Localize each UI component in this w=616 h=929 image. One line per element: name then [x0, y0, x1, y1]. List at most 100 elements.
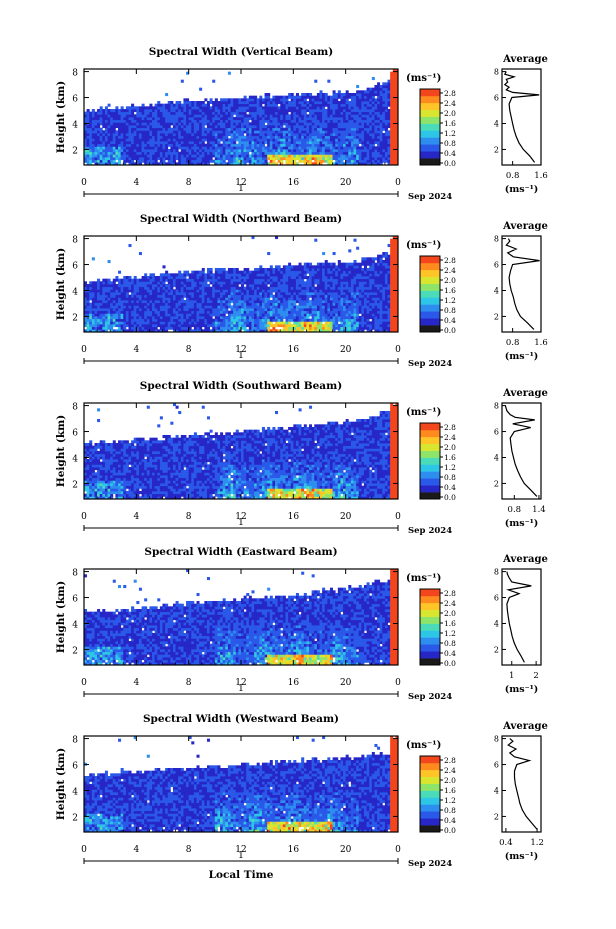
heatmap-cell: [337, 146, 341, 150]
heatmap-cell: [392, 85, 396, 89]
heatmap-cell: [217, 141, 221, 145]
heatmap-cell: [243, 313, 247, 317]
heatmap-cell: [280, 292, 284, 296]
heatmap-cell: [384, 151, 388, 155]
heatmap-cell: [288, 133, 292, 137]
heatmap-cell: [191, 284, 195, 288]
heatmap-cell: [131, 308, 135, 312]
heatmap-cell: [144, 143, 148, 147]
heatmap-cell: [144, 300, 148, 304]
x-tick-label: 12: [235, 178, 246, 188]
heatmap-cell: [209, 305, 213, 309]
heatmap-cell: [295, 157, 299, 161]
heatmap-cell: [290, 326, 294, 330]
heatmap-cell: [118, 310, 122, 314]
heatmap-cell: [345, 90, 349, 94]
heatmap-cell: [183, 117, 187, 121]
heatmap-cell: [259, 308, 263, 312]
heatmap-cell: [248, 329, 252, 333]
heatmap-cell: [387, 122, 391, 126]
heatmap-cell: [329, 141, 333, 145]
heatmap-cell: [269, 138, 273, 142]
heatmap-cell: [120, 109, 124, 113]
heatmap-cell: [303, 289, 307, 293]
x-tick-label: 0: [81, 178, 87, 188]
heatmap-cell: [233, 130, 237, 134]
heatmap-cell: [377, 82, 381, 86]
heatmap-cell: [180, 294, 184, 298]
heatmap-cell: [322, 157, 326, 161]
heatmap-cell: [295, 135, 299, 139]
heatmap-cell: [152, 318, 156, 322]
heatmap-cell: [303, 316, 307, 320]
heatmap-cell: [118, 305, 122, 309]
heatmap-cell: [227, 106, 231, 110]
heatmap-cell: [128, 146, 132, 150]
heatmap-cell: [220, 122, 224, 126]
heatmap-cell: [128, 149, 132, 153]
heatmap-cell: [295, 324, 299, 328]
heatmap-cell: [254, 106, 258, 110]
heatmap-cell: [125, 117, 129, 121]
heatmap-cell: [206, 143, 210, 147]
heatmap-cell: [358, 146, 362, 150]
heatmap-cell: [264, 294, 268, 298]
heatmap-cell: [159, 292, 163, 296]
heatmap-cell: [180, 135, 184, 139]
heatmap-cell: [97, 162, 101, 166]
heatmap-cell: [162, 318, 166, 322]
heatmap-cell: [183, 305, 187, 309]
heatmap-cell: [306, 329, 310, 333]
heatmap-cell: [128, 133, 132, 137]
heatmap-cell: [353, 138, 357, 142]
heatmap-cell: [118, 321, 122, 325]
heatmap-cell: [120, 138, 124, 142]
heatmap-cell: [152, 278, 156, 282]
heatmap-cell: [220, 321, 224, 325]
heatmap-cell: [243, 286, 247, 290]
heatmap-cell: [248, 103, 252, 107]
heatmap-cell: [241, 308, 245, 312]
heatmap-cell: [141, 146, 145, 150]
heatmap-cell: [220, 138, 224, 142]
heatmap-cell: [267, 329, 271, 333]
heatmap-cell: [272, 276, 276, 280]
heatmap-cell: [343, 122, 347, 126]
heatmap-cell: [285, 276, 289, 280]
heatmap-cell: [392, 125, 396, 129]
heatmap-cell: [102, 321, 106, 325]
heatmap-cell: [322, 95, 326, 99]
heatmap-cell: [230, 127, 234, 131]
heatmap-cell: [180, 329, 184, 333]
heatmap-cell: [233, 111, 237, 115]
heatmap-cell: [303, 268, 307, 272]
heatmap-cell: [146, 302, 150, 306]
heatmap-cell: [107, 141, 111, 145]
colorbar-swatch: [420, 130, 440, 138]
heatmap-cell: [199, 289, 203, 293]
heatmap-cell: [149, 138, 153, 142]
heatmap-cell: [107, 127, 111, 131]
heatmap-cell: [395, 87, 399, 91]
heatmap-cell: [282, 151, 286, 155]
heatmap-cell: [104, 318, 108, 322]
heatmap-cell: [217, 122, 221, 126]
heatmap-cell: [149, 284, 153, 288]
heatmap-cell: [214, 122, 218, 126]
heatmap-cell: [272, 300, 276, 304]
heatmap-cell: [348, 130, 352, 134]
heatmap-cell: [183, 310, 187, 314]
heatmap-cell: [167, 149, 171, 153]
heatmap-cell: [230, 143, 234, 147]
heatmap-cell: [290, 95, 294, 99]
heatmap-cell: [246, 125, 250, 129]
heatmap-cell: [217, 135, 221, 139]
heatmap-cell: [183, 111, 187, 115]
heatmap-cell: [102, 324, 106, 328]
heatmap-cell: [269, 324, 273, 328]
heatmap-cell: [188, 154, 192, 158]
heatmap-cell: [112, 300, 116, 304]
heatmap-cell: [149, 143, 153, 147]
heatmap-cell: [118, 117, 122, 121]
heatmap-cell: [316, 114, 320, 118]
